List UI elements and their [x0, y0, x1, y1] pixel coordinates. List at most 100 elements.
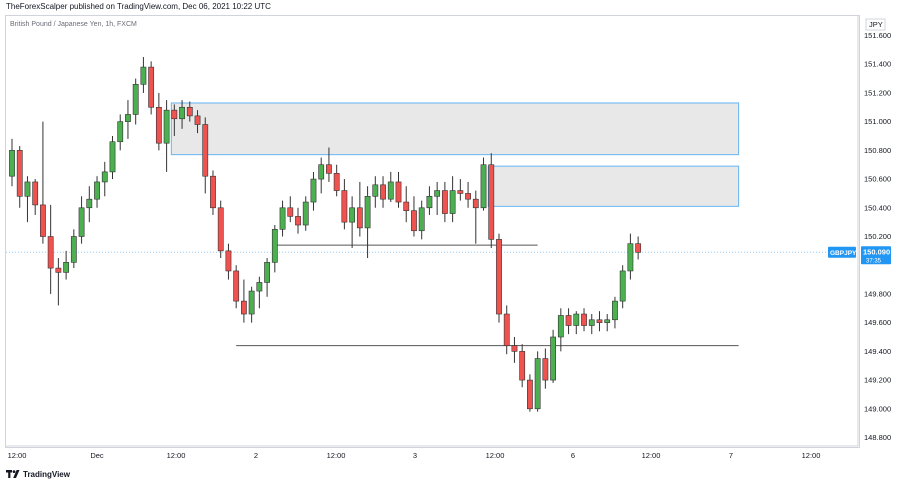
- candle[interactable]: [117, 114, 124, 151]
- candle-body-up: [94, 181, 100, 200]
- x-tick-label: 2: [254, 451, 258, 460]
- candle[interactable]: [186, 101, 193, 122]
- candle[interactable]: [472, 190, 479, 244]
- x-tick-label: 12:00: [486, 451, 505, 460]
- candle[interactable]: [310, 171, 317, 211]
- candle[interactable]: [94, 176, 100, 208]
- candle[interactable]: [557, 308, 564, 352]
- candle[interactable]: [380, 176, 386, 208]
- candle[interactable]: [387, 171, 394, 203]
- candle[interactable]: [441, 181, 448, 223]
- candle[interactable]: [155, 92, 162, 151]
- candle[interactable]: [24, 176, 31, 223]
- candle[interactable]: [511, 337, 518, 363]
- candle[interactable]: [488, 153, 495, 248]
- candle[interactable]: [256, 276, 263, 309]
- candle[interactable]: [542, 348, 549, 389]
- candle-body-up: [418, 207, 425, 232]
- candle[interactable]: [63, 250, 70, 280]
- supply-zone-1[interactable]: [170, 102, 740, 156]
- candle[interactable]: [302, 196, 309, 231]
- candle[interactable]: [403, 186, 410, 223]
- candle-body-up: [78, 207, 85, 237]
- candle[interactable]: [86, 186, 93, 223]
- candle[interactable]: [225, 243, 232, 280]
- candle[interactable]: [434, 181, 441, 215]
- candle[interactable]: [217, 200, 224, 259]
- candle-body-up: [534, 358, 541, 410]
- candle[interactable]: [534, 351, 541, 412]
- candle[interactable]: [194, 110, 201, 134]
- candle[interactable]: [171, 104, 178, 136]
- candle[interactable]: [496, 233, 502, 323]
- candle[interactable]: [101, 161, 108, 197]
- candle[interactable]: [78, 196, 85, 244]
- candle[interactable]: [465, 181, 471, 208]
- candle[interactable]: [40, 121, 46, 244]
- candle[interactable]: [109, 136, 116, 180]
- candle-body-down: [241, 300, 247, 315]
- y-tick-label: 149.800: [864, 289, 891, 298]
- candle[interactable]: [326, 147, 332, 182]
- candle[interactable]: [395, 171, 402, 208]
- candle[interactable]: [248, 286, 255, 323]
- candle[interactable]: [635, 236, 642, 260]
- candle[interactable]: [279, 200, 286, 237]
- candle[interactable]: [233, 265, 240, 309]
- candle[interactable]: [604, 314, 611, 332]
- candle[interactable]: [140, 57, 147, 93]
- candle[interactable]: [295, 207, 301, 234]
- candle[interactable]: [132, 78, 139, 125]
- candle[interactable]: [241, 279, 247, 323]
- candle[interactable]: [372, 176, 379, 208]
- supply-zone-2[interactable]: [487, 165, 740, 207]
- candle[interactable]: [163, 100, 170, 172]
- candle[interactable]: [148, 61, 155, 115]
- candle[interactable]: [519, 344, 526, 388]
- candle[interactable]: [612, 296, 618, 329]
- candle[interactable]: [573, 311, 580, 335]
- candle[interactable]: [411, 196, 417, 237]
- candle[interactable]: [16, 146, 23, 208]
- candle[interactable]: [581, 308, 587, 332]
- candle[interactable]: [333, 164, 340, 197]
- candle[interactable]: [318, 157, 325, 194]
- candle-body-up: [318, 164, 325, 180]
- candle[interactable]: [364, 186, 371, 259]
- candle[interactable]: [480, 157, 487, 211]
- candle[interactable]: [503, 305, 510, 355]
- candle[interactable]: [619, 265, 626, 309]
- candle[interactable]: [418, 200, 425, 240]
- candle[interactable]: [349, 196, 356, 248]
- candle-body-up: [550, 336, 556, 381]
- candle[interactable]: [627, 233, 634, 280]
- candle[interactable]: [55, 258, 62, 306]
- candle[interactable]: [179, 100, 185, 129]
- candle[interactable]: [527, 374, 533, 412]
- candle[interactable]: [202, 117, 209, 194]
- candle[interactable]: [449, 176, 456, 223]
- candle[interactable]: [341, 179, 348, 230]
- candle[interactable]: [271, 225, 278, 273]
- candle[interactable]: [550, 329, 556, 383]
- candle[interactable]: [457, 179, 464, 201]
- candle[interactable]: [588, 314, 595, 335]
- candle[interactable]: [356, 181, 363, 237]
- y-tick-label: 151.600: [864, 31, 891, 40]
- candle[interactable]: [596, 311, 603, 332]
- y-tick-label: 149.000: [864, 404, 891, 413]
- candle[interactable]: [125, 100, 131, 139]
- candle-body-up: [24, 181, 31, 197]
- candle[interactable]: [287, 196, 294, 223]
- candle[interactable]: [70, 229, 77, 269]
- candle[interactable]: [47, 204, 54, 294]
- candle-body-down: [596, 319, 603, 323]
- candle[interactable]: [264, 258, 270, 297]
- candle-body-up: [480, 164, 487, 209]
- candle[interactable]: [426, 186, 433, 215]
- candle[interactable]: [32, 179, 39, 215]
- candle[interactable]: [210, 170, 216, 215]
- candle[interactable]: [565, 308, 572, 335]
- candle[interactable]: [9, 138, 15, 187]
